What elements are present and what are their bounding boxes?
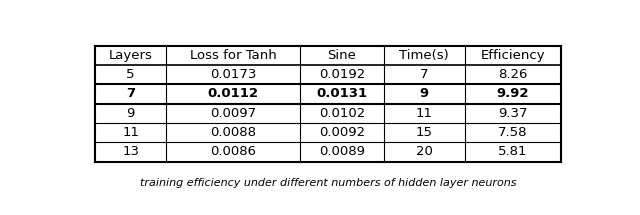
Text: 9.37: 9.37 — [498, 107, 528, 120]
Text: 20: 20 — [416, 145, 433, 158]
Text: training efficiency under different numbers of hidden layer neurons: training efficiency under different numb… — [140, 178, 516, 188]
Text: 13: 13 — [122, 145, 139, 158]
Text: 0.0173: 0.0173 — [210, 68, 257, 81]
Text: Loss for Tanh: Loss for Tanh — [190, 49, 276, 62]
Text: Time(s): Time(s) — [399, 49, 449, 62]
Text: 11: 11 — [122, 126, 139, 139]
Text: 7: 7 — [420, 68, 429, 81]
Text: 0.0102: 0.0102 — [319, 107, 365, 120]
Text: 0.0097: 0.0097 — [210, 107, 256, 120]
Text: 7: 7 — [126, 88, 135, 100]
Text: Layers: Layers — [109, 49, 152, 62]
Text: 15: 15 — [416, 126, 433, 139]
Text: 5.81: 5.81 — [498, 145, 528, 158]
Text: 0.0192: 0.0192 — [319, 68, 365, 81]
Text: 0.0088: 0.0088 — [210, 126, 256, 139]
Text: Sine: Sine — [328, 49, 356, 62]
Text: 0.0086: 0.0086 — [210, 145, 256, 158]
Text: 9: 9 — [127, 107, 135, 120]
Text: 9.92: 9.92 — [497, 88, 529, 100]
Text: 11: 11 — [416, 107, 433, 120]
Text: 5: 5 — [126, 68, 135, 81]
Text: 7.58: 7.58 — [498, 126, 528, 139]
Text: 0.0092: 0.0092 — [319, 126, 365, 139]
Text: Efficiency: Efficiency — [481, 49, 545, 62]
Text: 0.0089: 0.0089 — [319, 145, 365, 158]
Text: 0.0112: 0.0112 — [208, 88, 259, 100]
Text: 8.26: 8.26 — [499, 68, 527, 81]
Text: 0.0131: 0.0131 — [316, 88, 367, 100]
Text: 9: 9 — [420, 88, 429, 100]
